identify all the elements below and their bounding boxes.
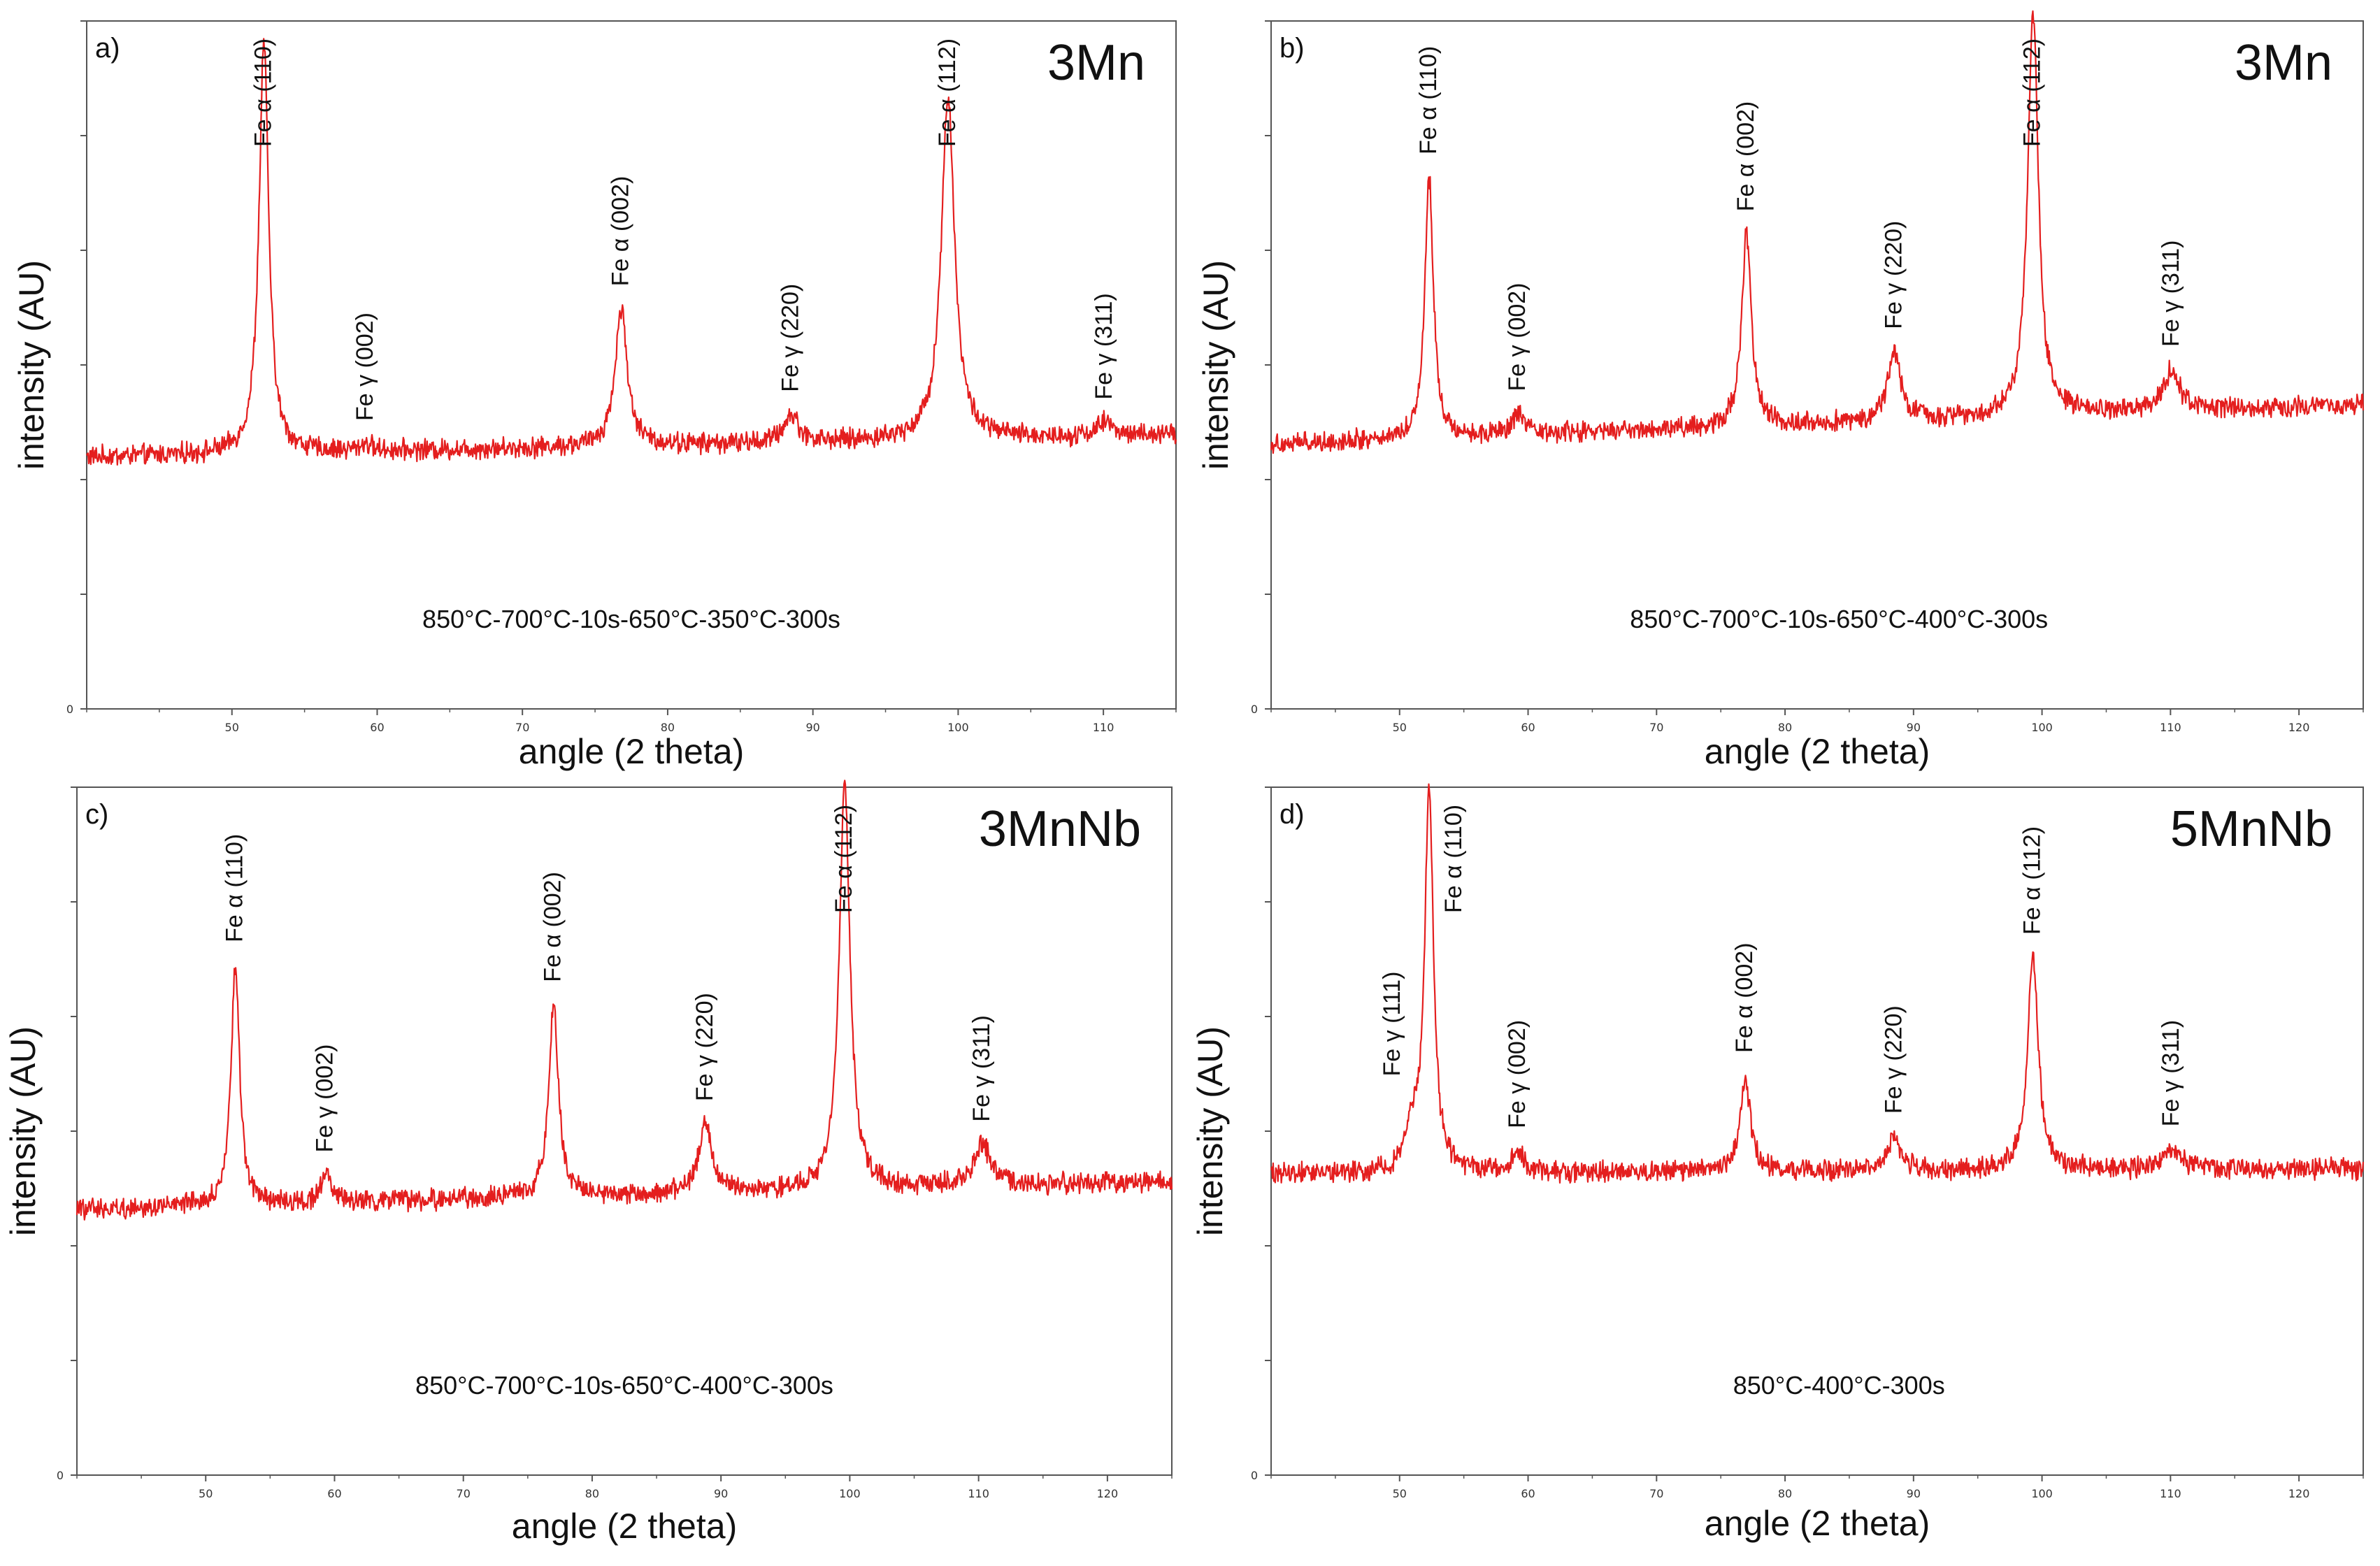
x-axis-title: angle (2 theta) (512, 1507, 737, 1546)
x-tick-label: 50 (225, 721, 239, 734)
x-tick-label: 80 (585, 1487, 599, 1500)
x-tick-label: 70 (1649, 721, 1663, 734)
peak-label: Fe γ (002) (312, 1044, 338, 1153)
x-tick-label: 70 (1649, 1487, 1663, 1500)
peak-label: Fe α (002) (1733, 101, 1759, 212)
x-tick-label: 80 (661, 721, 675, 734)
x-tick-label: 70 (457, 1487, 471, 1500)
peak-label: Fe α (112) (831, 805, 857, 913)
x-tick-label: 60 (1521, 721, 1535, 734)
diffraction-trace (1270, 783, 2365, 1184)
sample-name: 3MnNb (979, 801, 1141, 857)
x-tick-label: 90 (1907, 721, 1921, 734)
panel-letter: a) (95, 33, 120, 64)
x-tick-label: 100 (2031, 721, 2053, 734)
x-tick-label: 100 (947, 721, 969, 734)
peak-label: Fe α (002) (1731, 942, 1758, 1053)
y-axis-title: intensity (AU) (1191, 1026, 1230, 1236)
x-tick-label: 110 (2160, 1487, 2181, 1500)
peak-label: Fe α (002) (607, 176, 633, 287)
y-tick-label: 0 (1251, 1469, 1258, 1482)
x-tick-label: 80 (1778, 721, 1792, 734)
x-tick-label: 60 (327, 1487, 341, 1500)
peak-label: Fe γ (220) (1880, 1005, 1907, 1114)
peak-label: Fe γ (002) (352, 313, 378, 421)
chart-panel-2: 50 60 70 80 90 100 110 120 0 Fe α (110) Fe γ (002)… (1196, 10, 2365, 771)
peak-label: Fe γ (311) (1091, 293, 1117, 399)
diffraction-trace (1270, 10, 2365, 454)
peak-label: Fe α (002) (540, 872, 566, 982)
y-axis-title: intensity (AU) (1196, 260, 1235, 470)
x-tick-label: 90 (805, 721, 819, 734)
heat-treatment-condition: 850°C-700°C-10s-650°C-350°C-300s (422, 605, 840, 633)
diffraction-trace (76, 780, 1173, 1221)
plot-frame (1270, 786, 2364, 1476)
chart-panel-4: 50 60 70 80 90 100 110 120 0 Fe γ (111) Fe α (110)… (1191, 783, 2365, 1543)
x-tick-label: 120 (2288, 721, 2310, 734)
y-tick-label: 0 (57, 1469, 64, 1482)
x-tick-label: 100 (839, 1487, 861, 1500)
heat-treatment-condition: 850°C-400°C-300s (1733, 1371, 1945, 1400)
x-tick-label: 110 (2160, 721, 2181, 734)
x-tick-label: 120 (1097, 1487, 1119, 1500)
x-tick-label: 60 (1521, 1487, 1535, 1500)
x-tick-label: 90 (1907, 1487, 1921, 1500)
x-axis-title: angle (2 theta) (1705, 732, 1930, 771)
peak-label: Fe γ (311) (968, 1015, 995, 1121)
y-tick-label: 0 (66, 703, 73, 716)
peak-label: Fe α (110) (1415, 46, 1442, 155)
sample-name: 3Mn (1047, 35, 1145, 91)
peak-label: Fe γ (311) (2158, 1020, 2184, 1126)
x-tick-label: 50 (199, 1487, 213, 1500)
x-tick-label: 50 (1393, 721, 1407, 734)
peak-label: Fe γ (002) (1504, 283, 1530, 392)
x-tick-label: 90 (714, 1487, 728, 1500)
chart-panel-3: 50 60 70 80 90 100 110 120 0 Fe α (110) Fe γ (002)… (3, 780, 1173, 1546)
x-axis-title: angle (2 theta) (519, 732, 744, 771)
peak-label: Fe γ (220) (777, 284, 804, 392)
peak-label: Fe α (110) (1440, 805, 1467, 913)
panel-letter: b) (1279, 33, 1305, 64)
y-tick-label: 0 (1251, 703, 1258, 716)
plot-frame (76, 786, 1173, 1476)
peak-label: Fe γ (002) (1504, 1020, 1530, 1128)
x-tick-label: 100 (2031, 1487, 2053, 1500)
y-axis-title: intensity (AU) (12, 260, 51, 470)
x-tick-label: 110 (968, 1487, 989, 1500)
plot-frame (86, 20, 1177, 710)
x-tick-label: 70 (515, 721, 529, 734)
peak-label: Fe α (112) (934, 38, 961, 147)
sample-name: 5MnNb (2170, 801, 2332, 857)
x-tick-label: 110 (1093, 721, 1114, 734)
x-tick-label: 80 (1778, 1487, 1792, 1500)
peak-label: Fe γ (220) (691, 993, 718, 1101)
peak-label: Fe α (110) (250, 38, 276, 147)
peak-label: Fe γ (311) (2158, 240, 2184, 347)
peak-label: Fe γ (111) (1379, 972, 1405, 1077)
peak-label: Fe α (110) (222, 834, 248, 942)
panel-letter: c) (85, 799, 108, 830)
x-tick-label: 60 (370, 721, 384, 734)
sample-name: 3Mn (2235, 35, 2332, 91)
y-axis-title: intensity (AU) (3, 1026, 43, 1236)
chart-panel-1: 50 60 70 80 90 100 110 0 Fe α (110) Fe γ (002) Fe … (12, 20, 1177, 771)
peak-label: Fe γ (220) (1880, 221, 1907, 329)
diffraction-trace (85, 38, 1177, 466)
plot-frame (1270, 20, 2364, 710)
heat-treatment-condition: 850°C-700°C-10s-650°C-400°C-300s (415, 1371, 833, 1400)
panel-letter: d) (1279, 799, 1305, 830)
peak-label: Fe α (112) (2019, 38, 2046, 147)
x-axis-title: angle (2 theta) (1705, 1504, 1930, 1543)
x-tick-label: 120 (2288, 1487, 2310, 1500)
x-tick-label: 50 (1393, 1487, 1407, 1500)
heat-treatment-condition: 850°C-700°C-10s-650°C-400°C-300s (1630, 605, 2048, 633)
peak-label: Fe α (112) (2019, 826, 2046, 935)
